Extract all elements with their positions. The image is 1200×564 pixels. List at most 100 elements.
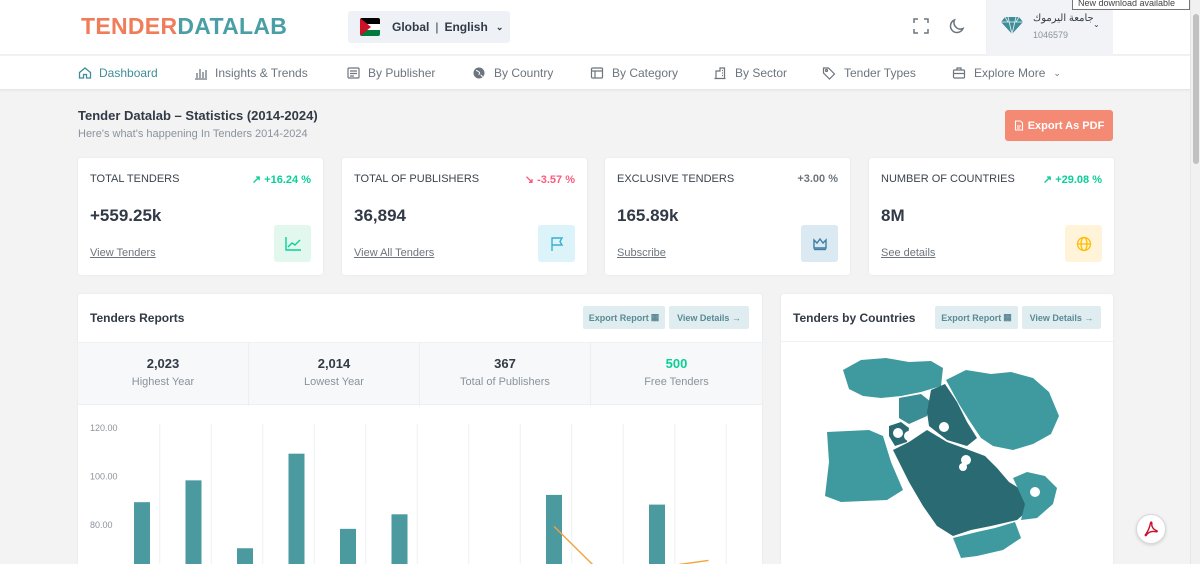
globe-icon xyxy=(1076,236,1091,251)
chevron-down-icon: ⌄ xyxy=(1053,67,1061,78)
map-region-turkey xyxy=(843,358,943,398)
nav-item-sector[interactable]: By Sector xyxy=(713,64,787,82)
list-icon xyxy=(590,67,604,79)
brand-logo-part2: DATALAB xyxy=(177,13,288,39)
nav-item-insights[interactable]: Insights & Trends xyxy=(194,64,308,82)
globe-icon xyxy=(473,67,485,79)
main-nav: Dashboard Insights & Trends By Publisher… xyxy=(0,56,1190,90)
kpi-value: 500 xyxy=(665,356,688,371)
chart-bar xyxy=(288,453,305,564)
chevron-down-icon: ⌄ xyxy=(495,21,504,32)
nav-label: Insights & Trends xyxy=(215,66,308,80)
home-icon xyxy=(78,67,92,79)
briefcase-icon xyxy=(952,67,966,79)
fullscreen-icon[interactable] xyxy=(912,17,930,35)
reports-title: Tenders Reports xyxy=(90,311,185,325)
stat-change-value: +29.08 % xyxy=(1055,174,1102,186)
page-scrollbar[interactable] xyxy=(1190,0,1200,564)
tag-icon xyxy=(822,67,836,80)
map-marker xyxy=(961,455,971,465)
page-title: Tender Datalab – Statistics (2014-2024) xyxy=(78,108,318,123)
stat-icon-box xyxy=(538,225,575,262)
kpi-value: 2,023 xyxy=(146,356,180,371)
chevron-down-icon: ⌄ xyxy=(1093,20,1100,29)
nav-item-category[interactable]: By Category xyxy=(590,64,678,82)
stat-icon-box xyxy=(801,225,838,262)
kpi-label: Lowest Year xyxy=(304,376,364,388)
map-region-iraq xyxy=(927,384,977,446)
newspaper-icon xyxy=(347,67,360,79)
kpi-highest-year: 2,023 Highest Year xyxy=(78,343,249,406)
dark-mode-icon[interactable] xyxy=(948,17,966,35)
middle-east-map[interactable] xyxy=(781,342,1113,564)
map-region-egypt xyxy=(825,430,903,502)
separator: | xyxy=(435,20,439,34)
nav-item-country[interactable]: By Country xyxy=(472,64,553,82)
jordan-flag-icon xyxy=(360,18,380,36)
bar-chart-icon xyxy=(195,69,207,80)
reports-kpi-row: 2,023 Highest Year 2,014 Lowest Year 367… xyxy=(78,342,762,406)
stat-label: TOTAL TENDERS xyxy=(90,173,180,185)
view-details-label: View Details → xyxy=(677,312,741,323)
brand-logo[interactable]: TENDERDATALAB xyxy=(81,13,287,40)
pdf-download-button[interactable] xyxy=(1136,514,1166,544)
diamond-icon xyxy=(1001,16,1023,35)
nav-label: By Publisher xyxy=(368,66,436,80)
stat-value: 165.89k xyxy=(617,206,679,225)
map-marker xyxy=(1030,487,1040,497)
building-icon xyxy=(714,67,726,80)
export-report-button[interactable]: Export Report ▦ xyxy=(583,306,665,329)
chart-bar xyxy=(546,494,562,564)
stat-change-value: +16.24 % xyxy=(264,174,311,186)
map-marker xyxy=(893,428,903,438)
stat-value: +559.25k xyxy=(90,206,162,225)
nav-item-publisher[interactable]: By Publisher xyxy=(346,64,435,82)
flag-icon xyxy=(550,236,563,251)
export-pdf-button[interactable]: Export As PDF xyxy=(1005,110,1113,141)
view-all-tenders-link[interactable]: View All Tenders xyxy=(354,247,435,259)
stat-icon-box xyxy=(274,225,311,262)
subscribe-link[interactable]: Subscribe xyxy=(617,247,666,259)
map-marker xyxy=(959,463,967,471)
stat-change: ↘ -3.57 % xyxy=(525,173,575,186)
stat-change-value: +3.00 % xyxy=(797,173,838,185)
user-name: جامعة اليرموك xyxy=(1033,13,1094,24)
nav-item-tender-types[interactable]: Tender Types xyxy=(822,64,916,82)
crown-icon xyxy=(812,237,827,250)
map-region-saudi-arabia xyxy=(893,430,1031,536)
user-id: 1046579 xyxy=(1033,30,1069,40)
kpi-free-tenders: 500 Free Tenders xyxy=(591,343,762,406)
scrollbar-thumb[interactable] xyxy=(1193,14,1199,164)
export-report-button[interactable]: Export Report ▦ xyxy=(935,306,1018,329)
kpi-total-publishers: 367 Total of Publishers xyxy=(420,343,591,406)
countries-title: Tenders by Countries xyxy=(793,311,916,325)
tenders-by-countries-card: Tenders by Countries Export Report ▦ Vie… xyxy=(781,294,1113,564)
divider xyxy=(781,341,1113,342)
nav-label: By Sector xyxy=(735,66,788,80)
trend-down-icon: ↘ xyxy=(524,174,535,186)
nav-item-explore-more[interactable]: Explore More ⌄ xyxy=(952,64,1061,82)
kpi-lowest-year: 2,014 Lowest Year xyxy=(249,343,420,406)
nav-item-dashboard[interactable]: Dashboard xyxy=(78,64,158,82)
file-pdf-icon xyxy=(1014,120,1023,131)
stat-change: ↗ +16.24 % xyxy=(252,173,311,186)
view-tenders-link[interactable]: View Tenders xyxy=(90,247,156,259)
y-tick-label: 120.00 xyxy=(90,423,118,433)
view-details-button[interactable]: View Details → xyxy=(1022,306,1101,329)
stat-card-exclusive: EXCLUSIVE TENDERS +3.00 % 165.89k Subscr… xyxy=(605,158,850,275)
file-export-icon: ▦ xyxy=(650,312,660,322)
chart-bar xyxy=(134,502,150,564)
region-label: Global xyxy=(392,20,430,34)
kpi-label: Free Tenders xyxy=(644,376,709,388)
brand-logo-part1: TENDER xyxy=(81,13,178,39)
tenders-chart: 120.00 100.00 80.00 xyxy=(90,423,727,564)
stat-card-publishers: TOTAL OF PUBLISHERS ↘ -3.57 % 36,894 Vie… xyxy=(342,158,587,275)
map-region-yemen xyxy=(953,522,1021,558)
stat-change: +3.00 % xyxy=(797,173,838,185)
line-series xyxy=(553,525,709,564)
view-details-button[interactable]: View Details → xyxy=(669,306,749,329)
nav-label: Explore More xyxy=(974,66,1046,80)
see-details-link[interactable]: See details xyxy=(881,247,936,259)
language-selector[interactable]: Global | English ⌄ xyxy=(348,11,510,43)
trend-up-icon: ↗ xyxy=(1042,174,1053,186)
